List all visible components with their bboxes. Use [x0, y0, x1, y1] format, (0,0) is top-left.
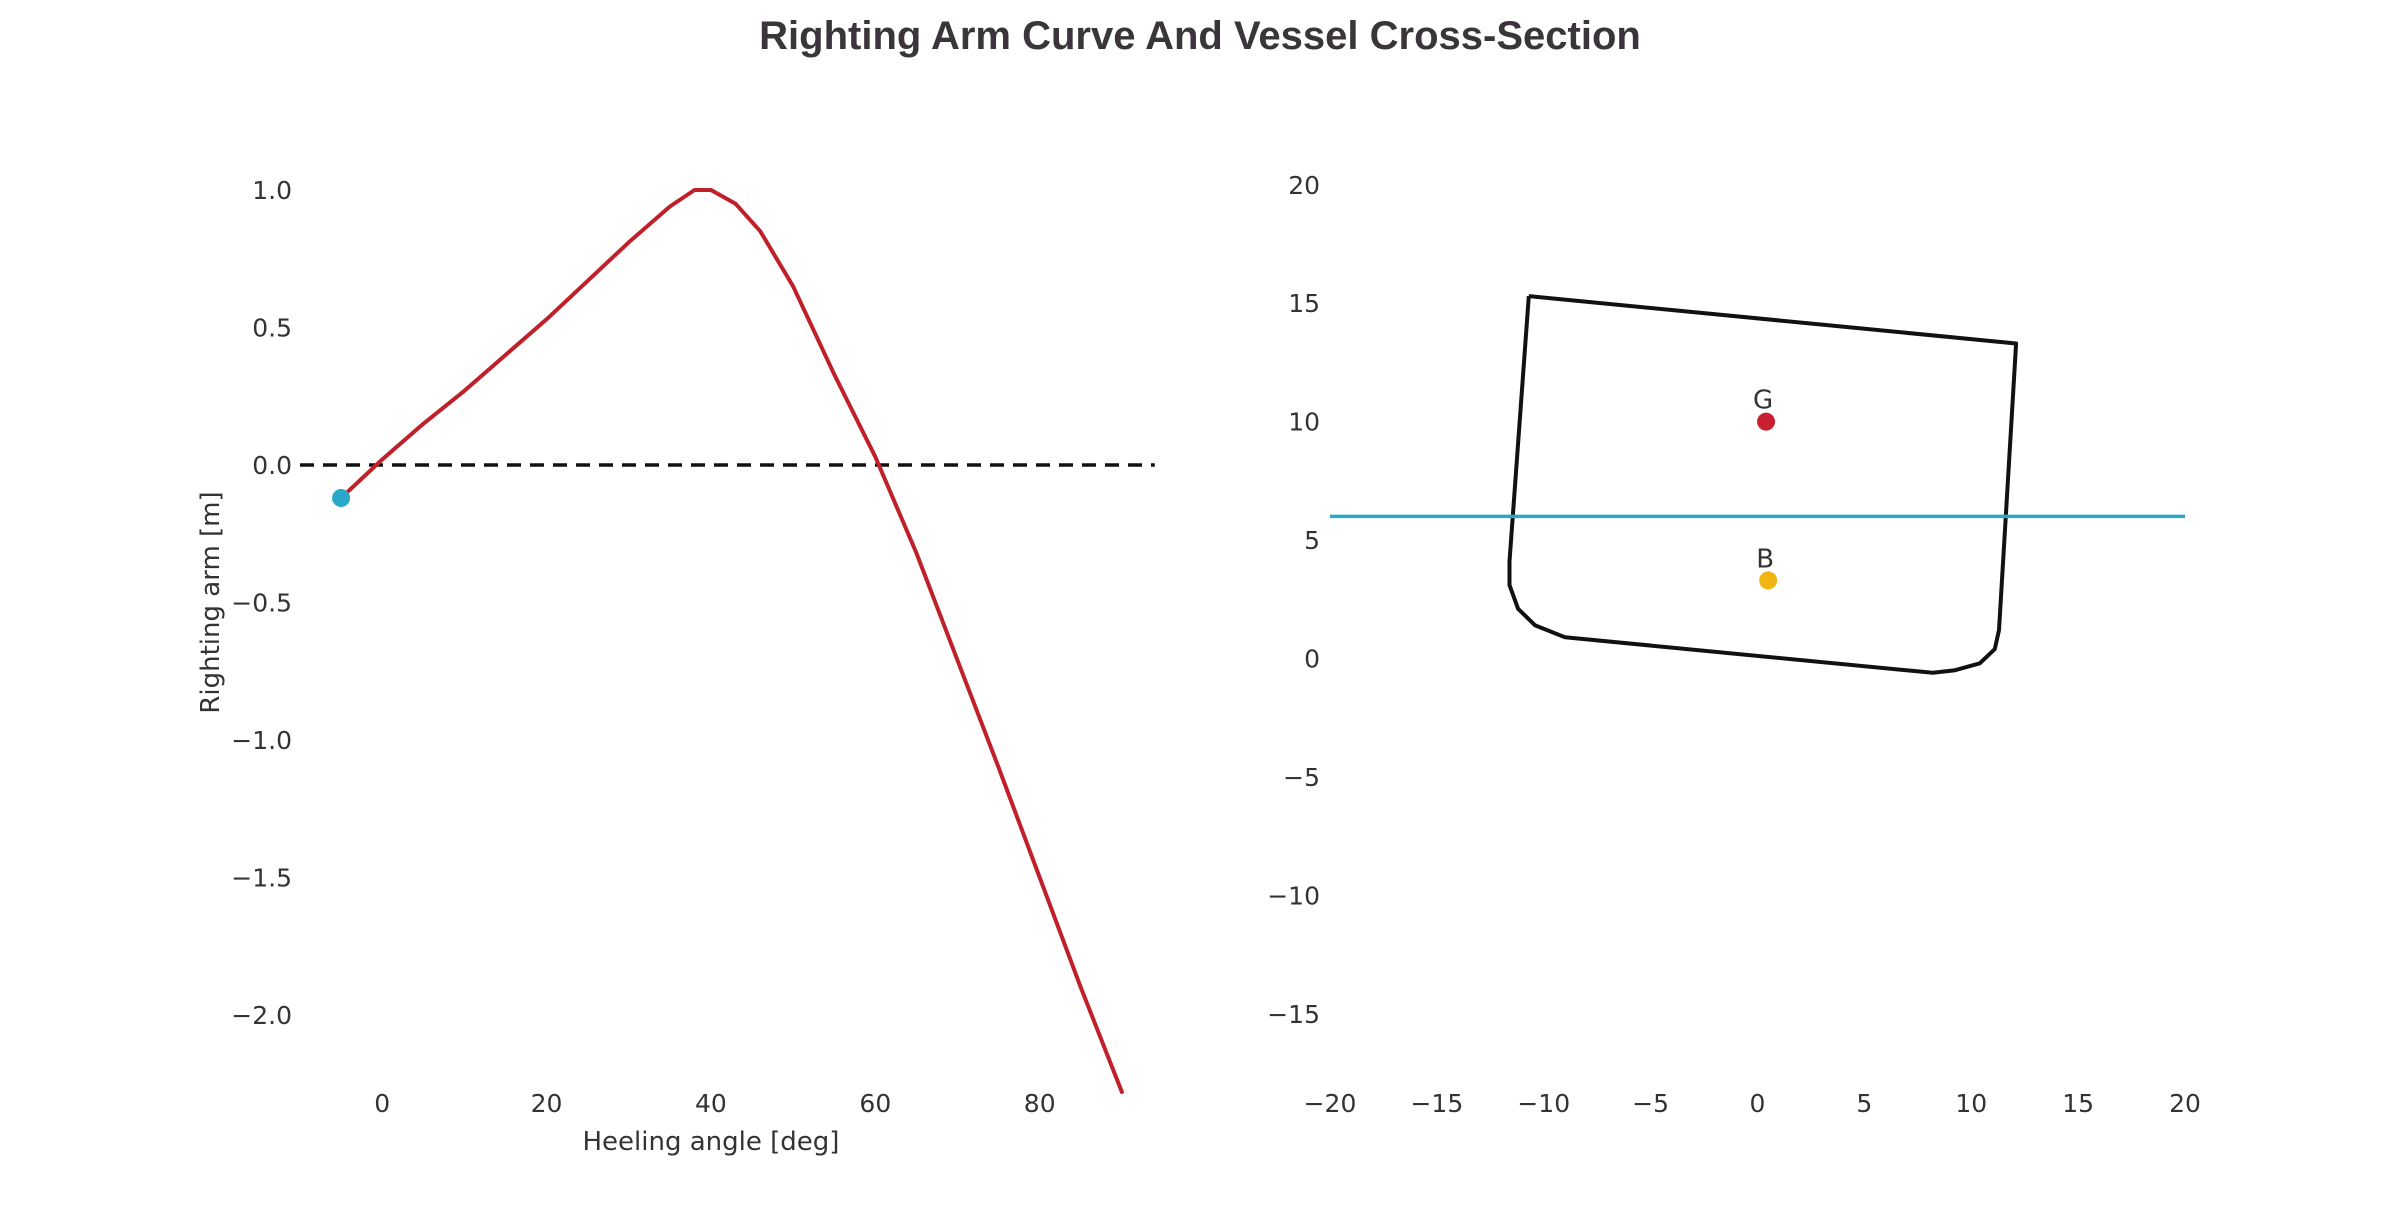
hull-outline: [1507, 294, 2019, 675]
cross-section-plot: −20 −15 −10 −5 0 5 10 15 20 20 15 10 5 0 −5 −10 −15 G B: [1267, 171, 2201, 1118]
x-tick-label: 0: [1750, 1089, 1766, 1118]
x-tick-label: 0: [374, 1089, 390, 1118]
center-of-buoyancy-label: B: [1756, 544, 1774, 574]
y-tick-label: 0: [1304, 645, 1320, 674]
center-of-gravity-label: G: [1753, 386, 1773, 416]
x-tick-label: 20: [2169, 1089, 2201, 1118]
y-tick-label: 20: [1288, 171, 1320, 200]
righting-arm-curve: [339, 188, 1124, 1094]
y-tick-label: 10: [1288, 408, 1320, 437]
x-tick-label: 10: [1955, 1089, 1987, 1118]
y-tick-label: −5: [1283, 763, 1320, 792]
y-tick-label: −0.5: [231, 589, 292, 618]
x-tick-label: 80: [1024, 1089, 1056, 1118]
center-of-buoyancy-point: [1759, 571, 1778, 590]
current-heel-marker: [332, 489, 351, 507]
y-tick-label: −2.0: [231, 1001, 292, 1030]
x-axis-label: Heeling angle [deg]: [582, 1127, 839, 1157]
figure-title: Righting Arm Curve And Vessel Cross-Sect…: [759, 14, 1641, 58]
y-tick-label: −1.5: [231, 864, 292, 893]
x-tick-label: −20: [1304, 1089, 1357, 1118]
x-tick-label: 20: [531, 1089, 563, 1118]
x-tick-label: −10: [1517, 1089, 1570, 1118]
x-tick-label: 5: [1856, 1089, 1872, 1118]
y-tick-label: 15: [1288, 289, 1320, 318]
x-tick-label: 40: [695, 1089, 727, 1118]
y-tick-label: 1.0: [252, 176, 292, 205]
righting-arm-plot: 0 20 40 60 80 1.0 0.5 0.0 −0.5 −1.0 −1.5 −2.0 Heelin…: [196, 176, 1155, 1157]
x-tick-label: −15: [1410, 1089, 1463, 1118]
y-tick-label: 5: [1304, 526, 1320, 555]
x-tick-label: 15: [2062, 1089, 2094, 1118]
x-tick-label: −5: [1632, 1089, 1669, 1118]
y-tick-label: −1.0: [231, 726, 292, 755]
y-tick-label: −10: [1267, 881, 1320, 910]
y-tick-label: 0.5: [252, 314, 292, 343]
y-tick-label: −15: [1267, 1000, 1320, 1029]
center-of-gravity-point: [1757, 412, 1776, 431]
y-axis-label: Righting arm [m]: [196, 491, 226, 713]
x-tick-label: 60: [859, 1089, 891, 1118]
y-tick-label: 0.0: [252, 451, 292, 480]
